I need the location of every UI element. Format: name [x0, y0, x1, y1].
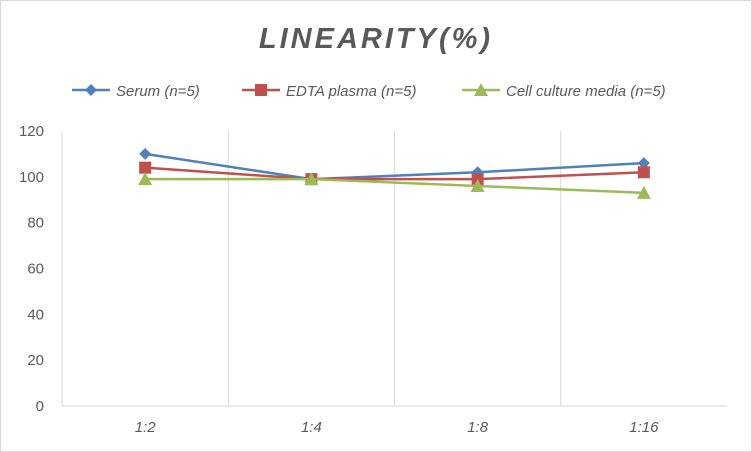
legend-label: EDTA plasma (n=5): [286, 83, 416, 100]
data-point: [139, 161, 152, 174]
data-point: [139, 147, 152, 160]
x-tick-label: 1:2: [135, 419, 157, 436]
x-tick-label: 1:4: [301, 419, 322, 436]
y-tick-label: 40: [27, 306, 44, 323]
data-point: [637, 157, 650, 170]
x-tick-label: 1:16: [629, 419, 659, 436]
legend-marker: [85, 84, 97, 96]
legend-label: Serum (n=5): [116, 83, 200, 100]
y-tick-label: 60: [27, 261, 44, 278]
gridlines: [227, 131, 562, 406]
legend: Serum (n=5) EDTA plasma (n=5) Cell culture…: [72, 83, 666, 100]
data-point: [637, 166, 650, 179]
y-tick-label: 20: [27, 352, 44, 369]
axes: 0 20 40 60 80 100 120 1:2 1:4 1:8 1:16: [19, 123, 727, 436]
legend-item: Cell culture media (n=5): [462, 83, 666, 100]
legend-item: Serum (n=5): [72, 83, 200, 100]
data-point: [138, 172, 153, 186]
data-point: [636, 185, 651, 199]
y-tick-label: 80: [27, 215, 44, 232]
series-group: [138, 147, 651, 199]
y-tick-label: 100: [19, 169, 44, 186]
legend-marker: [474, 83, 488, 96]
legend-item: EDTA plasma (n=5): [242, 83, 416, 100]
series-3: [138, 172, 651, 199]
x-tick-label: 1:8: [467, 419, 489, 436]
data-point: [304, 172, 319, 186]
y-tick-label: 120: [19, 123, 44, 140]
y-tick-label: 0: [36, 398, 44, 415]
legend-label: Cell culture media (n=5): [506, 83, 666, 100]
series-line: [145, 177, 644, 195]
chart-title: LINEARITY(%): [259, 23, 493, 55]
series-line: [144, 152, 644, 181]
data-point: [470, 179, 485, 192]
series-line: [145, 166, 644, 181]
legend-marker: [255, 84, 267, 96]
